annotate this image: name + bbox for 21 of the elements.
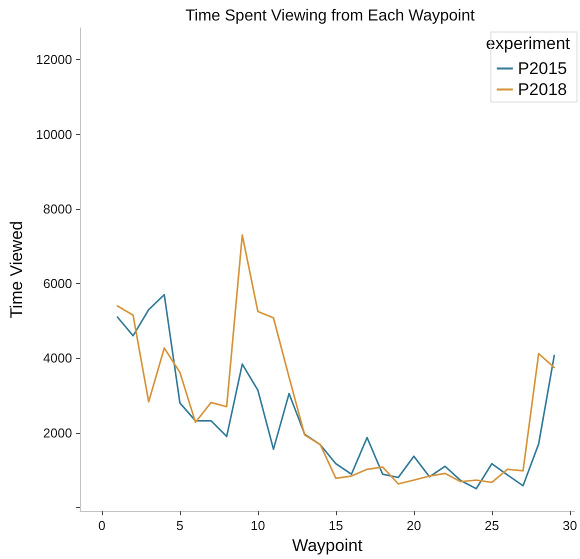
y-tick-label: 12000 xyxy=(36,52,72,68)
legend-title: experiment xyxy=(486,34,570,53)
y-tick-label: 6000 xyxy=(43,276,72,292)
x-tick-label: 5 xyxy=(176,518,184,534)
x-axis-title: Waypoint xyxy=(292,536,363,555)
y-tick-label: 4000 xyxy=(43,350,72,366)
x-tick-label: 25 xyxy=(484,518,500,534)
chart-title: Time Spent Viewing from Each Waypoint xyxy=(185,8,476,24)
y-tick-label: 10000 xyxy=(36,126,72,142)
x-tick-label: 0 xyxy=(98,518,106,534)
x-tick-label: 20 xyxy=(406,518,422,534)
x-tick-label: 30 xyxy=(562,518,578,534)
x-tick-label: 10 xyxy=(250,518,266,534)
line-series xyxy=(116,234,556,485)
y-tick-label: 2000 xyxy=(43,425,72,440)
x-tick-label: 15 xyxy=(328,518,344,534)
y-axis-title: Time Viewed xyxy=(7,220,26,318)
y-tick-label: 8000 xyxy=(43,201,72,216)
legend-label: P2018 xyxy=(518,80,568,99)
line-series xyxy=(116,294,556,490)
legend-label: P2015 xyxy=(518,59,568,78)
